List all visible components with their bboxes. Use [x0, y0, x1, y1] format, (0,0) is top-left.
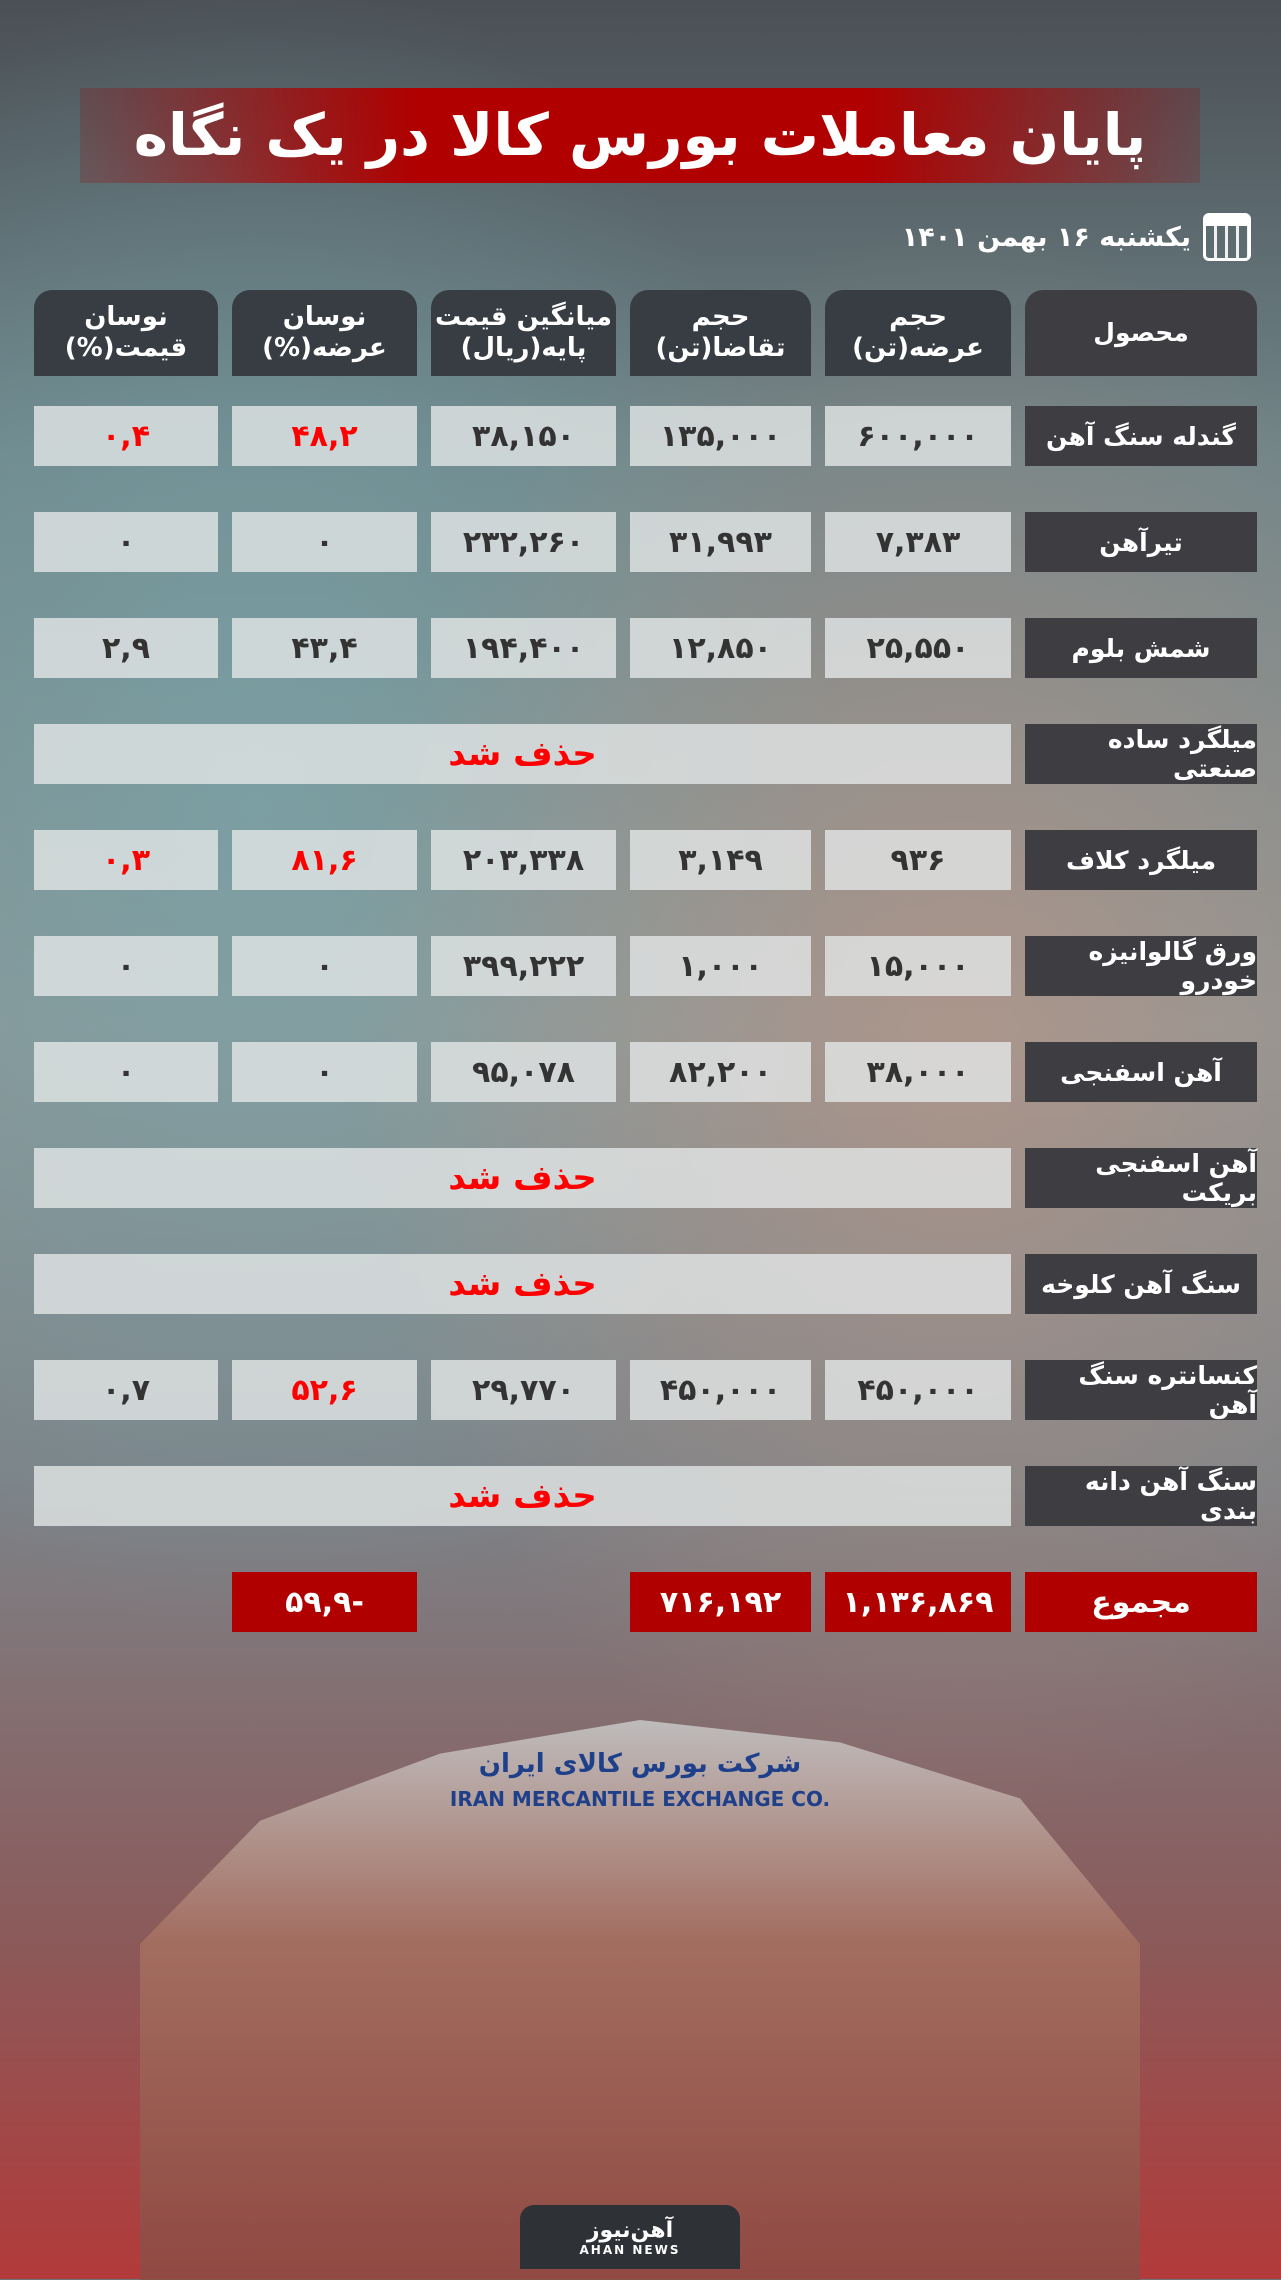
base-price: ۲۹,۷۷۰: [431, 1360, 616, 1420]
supply-change: ۴۸,۲: [232, 406, 417, 466]
header-supply-change: نوسان عرضه(%): [232, 290, 417, 376]
table-row: میلگرد کلاف ۹۳۶ ۳,۱۴۹ ۲۰۳,۳۳۸ ۸۱,۶ ۰,۳: [27, 830, 1257, 890]
supply-change: ۰: [232, 1042, 417, 1102]
table-row: کنسانتره سنگ آهن ۴۵۰,۰۰۰ ۴۵۰,۰۰۰ ۲۹,۷۷۰ ۵۲,۶…: [27, 1360, 1257, 1420]
supply-volume: ۳۸,۰۰۰: [825, 1042, 1011, 1102]
date-text: یکشنبه ۱۶ بهمن ۱۴۰۱: [901, 221, 1191, 253]
date-line: یکشنبه ۱۶ بهمن ۱۴۰۱: [902, 212, 1251, 262]
base-price: ۹۵,۰۷۸: [431, 1042, 616, 1102]
logo-fa: آهن‌نیوز: [586, 2217, 674, 2243]
header-product: محصول: [1025, 290, 1257, 376]
product-name: آهن اسفنجی: [1025, 1042, 1257, 1102]
base-price: ۳۸,۱۵۰: [431, 406, 616, 466]
page-title: پایان معاملات بورس کالا در یک نگاه: [80, 88, 1200, 183]
header-demand: حجم تقاضا(تن): [630, 290, 811, 376]
demand-volume: ۳,۱۴۹: [630, 830, 811, 890]
total-demand: ۷۱۶,۱۹۲: [630, 1572, 811, 1632]
supply-volume: ۷,۳۸۳: [825, 512, 1011, 572]
table-row: آهن اسفنجی ۳۸,۰۰۰ ۸۲,۲۰۰ ۹۵,۰۷۸ ۰ ۰: [27, 1042, 1257, 1102]
header-price: میانگین قیمت پایه(ریال): [431, 290, 616, 376]
product-name: کنسانتره سنگ آهن: [1025, 1360, 1257, 1420]
demand-volume: ۱۲,۸۵۰: [630, 618, 811, 678]
base-price: ۲۳۲,۲۶۰: [431, 512, 616, 572]
demand-volume: ۱,۰۰۰: [630, 936, 811, 996]
logo-en: AHAN NEWS: [579, 2242, 681, 2257]
supply-volume: ۹۳۶: [825, 830, 1011, 890]
building-sign: شرکت بورس کالای ایران IRAN MERCANTILE EX…: [340, 1745, 940, 1814]
supply-change: ۰: [232, 936, 417, 996]
table-row: ورق گالوانیزه خودرو ۱۵,۰۰۰ ۱,۰۰۰ ۳۹۹,۲۲۲ ۰ ۰: [27, 936, 1257, 996]
price-change: ۰,۴: [34, 406, 218, 466]
deleted-label: حذف شد: [34, 1254, 1011, 1314]
header-price-change: نوسان قیمت(%): [34, 290, 218, 376]
exchange-building-image: [140, 1720, 1140, 2280]
supply-change: ۴۳,۴: [232, 618, 417, 678]
demand-volume: ۱۳۵,۰۰۰: [630, 406, 811, 466]
trades-table: محصول حجم عرضه(تن) حجم تقاضا(تن) میانگین…: [27, 290, 1257, 1678]
total-supply: ۱,۱۳۶,۸۶۹: [825, 1572, 1011, 1632]
product-name: سنگ آهن کلوخه: [1025, 1254, 1257, 1314]
sign-fa: شرکت بورس کالای ایران: [478, 1749, 802, 1779]
demand-volume: ۸۲,۲۰۰: [630, 1042, 811, 1102]
total-row: مجموع ۱,۱۳۶,۸۶۹ ۷۱۶,۱۹۲ -۵۹,۹: [27, 1572, 1257, 1632]
ahan-news-logo: آهن‌نیوز AHAN NEWS: [520, 2205, 740, 2269]
supply-volume: ۶۰۰,۰۰۰: [825, 406, 1011, 466]
total-label: مجموع: [1025, 1572, 1257, 1632]
table-header: محصول حجم عرضه(تن) حجم تقاضا(تن) میانگین…: [27, 290, 1257, 376]
price-change: ۰: [34, 512, 218, 572]
price-change: ۰: [34, 936, 218, 996]
total-supply-change: -۵۹,۹: [232, 1572, 417, 1632]
product-name: تیرآهن: [1025, 512, 1257, 572]
price-change: ۰: [34, 1042, 218, 1102]
deleted-label: حذف شد: [34, 1466, 1011, 1526]
supply-change: ۰: [232, 512, 417, 572]
sign-en: IRAN MERCANTILE EXCHANGE CO.: [449, 1787, 831, 1811]
demand-volume: ۳۱,۹۹۳: [630, 512, 811, 572]
table-row: میلگرد ساده صنعتی حذف شد: [27, 724, 1257, 784]
table-row: سنگ آهن دانه بندی حذف شد: [27, 1466, 1257, 1526]
supply-change: ۸۱,۶: [232, 830, 417, 890]
product-name: گندله سنگ آهن: [1025, 406, 1257, 466]
deleted-label: حذف شد: [34, 724, 1011, 784]
table-row: تیرآهن ۷,۳۸۳ ۳۱,۹۹۳ ۲۳۲,۲۶۰ ۰ ۰: [27, 512, 1257, 572]
base-price: ۲۰۳,۳۳۸: [431, 830, 616, 890]
base-price: ۱۹۴,۴۰۰: [431, 618, 616, 678]
empty-cell: [34, 1572, 218, 1632]
product-name: ورق گالوانیزه خودرو: [1025, 936, 1257, 996]
price-change: ۲,۹: [34, 618, 218, 678]
deleted-label: حذف شد: [34, 1148, 1011, 1208]
base-price: ۳۹۹,۲۲۲: [431, 936, 616, 996]
header-supply: حجم عرضه(تن): [825, 290, 1011, 376]
product-name: میلگرد ساده صنعتی: [1025, 724, 1257, 784]
supply-change: ۵۲,۶: [232, 1360, 417, 1420]
product-name: شمش بلوم: [1025, 618, 1257, 678]
supply-volume: ۱۵,۰۰۰: [825, 936, 1011, 996]
supply-volume: ۴۵۰,۰۰۰: [825, 1360, 1011, 1420]
product-name: میلگرد کلاف: [1025, 830, 1257, 890]
product-name: آهن اسفنجی بریکت: [1025, 1148, 1257, 1208]
calendar-icon: [1203, 213, 1251, 261]
table-row: شمش بلوم ۲۵,۵۵۰ ۱۲,۸۵۰ ۱۹۴,۴۰۰ ۴۳,۴ ۲,۹: [27, 618, 1257, 678]
table-row: سنگ آهن کلوخه حذف شد: [27, 1254, 1257, 1314]
price-change: ۰,۳: [34, 830, 218, 890]
product-name: سنگ آهن دانه بندی: [1025, 1466, 1257, 1526]
supply-volume: ۲۵,۵۵۰: [825, 618, 1011, 678]
table-row: آهن اسفنجی بریکت حذف شد: [27, 1148, 1257, 1208]
price-change: ۰,۷: [34, 1360, 218, 1420]
demand-volume: ۴۵۰,۰۰۰: [630, 1360, 811, 1420]
table-row: گندله سنگ آهن ۶۰۰,۰۰۰ ۱۳۵,۰۰۰ ۳۸,۱۵۰ ۴۸,۲ ۰,۴: [27, 406, 1257, 466]
empty-cell: [431, 1572, 616, 1632]
